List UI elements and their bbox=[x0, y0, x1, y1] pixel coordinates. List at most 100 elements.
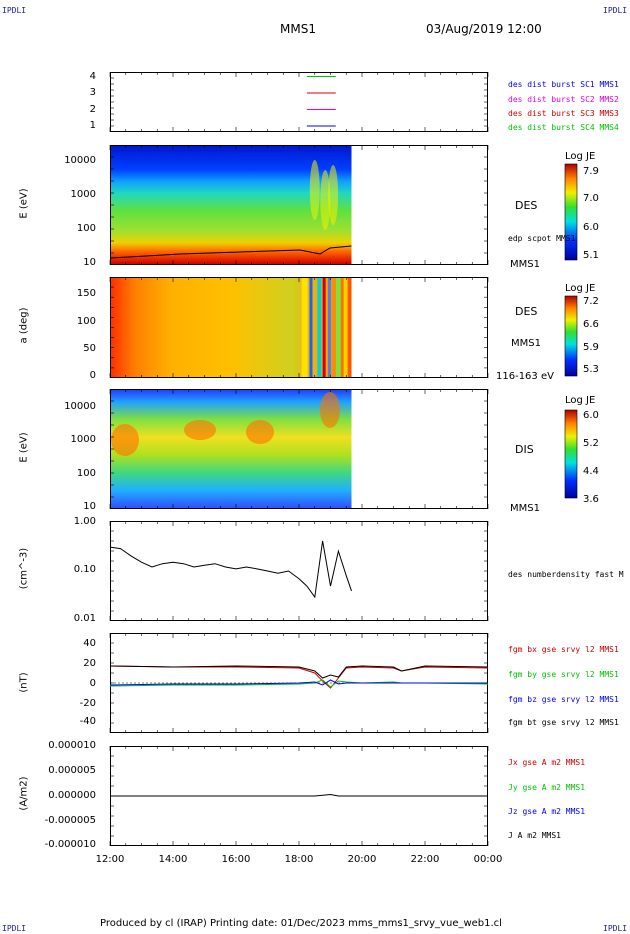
des-energy-ytick: 1000 bbox=[70, 189, 96, 200]
corner-logo-tl: IPDLI bbox=[2, 6, 27, 15]
magnetic-ytick: 40 bbox=[83, 638, 96, 649]
cb1-tick: 7.9 bbox=[583, 166, 599, 177]
xaxis-tick: 20:00 bbox=[347, 854, 377, 865]
footer-text: Produced by cl (IRAP) Printing date: 01/… bbox=[100, 918, 502, 929]
cb3-tick: 3.6 bbox=[583, 494, 599, 505]
magnetic-series-line bbox=[109, 665, 489, 679]
burst-legend-1: des dist burst SC1 MMS1 bbox=[508, 80, 619, 89]
pitch-stripe bbox=[343, 278, 348, 377]
dis-energy-right-label: DIS bbox=[515, 443, 534, 456]
xaxis-tick: 14:00 bbox=[158, 854, 188, 865]
cb2-title: Log JE bbox=[565, 283, 596, 294]
cb2-tick: 7.2 bbox=[583, 296, 599, 307]
density-legend: des numberdensity fast M bbox=[508, 570, 624, 579]
burst-ytick: 4 bbox=[89, 71, 96, 82]
burst-legend-2: des dist burst SC2 MMS2 bbox=[508, 95, 619, 104]
des-energy-ytick: 100 bbox=[76, 223, 96, 234]
cb1-tick: 5.1 bbox=[583, 250, 599, 261]
magnetic-legend-bt: fgm bt gse srvy l2 MMS1 bbox=[508, 718, 619, 727]
magnetic-ylabel: (nT) bbox=[18, 672, 30, 693]
burst-ytick: 2 bbox=[89, 104, 96, 115]
des-pitch-bottom-label: 116-163 eV bbox=[496, 371, 554, 382]
cb1-tick: 6.0 bbox=[583, 222, 599, 233]
dis-hotspot bbox=[111, 424, 139, 456]
xaxis-tick: 00:00 bbox=[473, 854, 503, 865]
current-ytick: 0.000000 bbox=[48, 790, 96, 801]
xaxis-tick: 18:00 bbox=[284, 854, 314, 865]
page-title: MMS1 bbox=[280, 22, 316, 36]
cb3-tick: 6.0 bbox=[583, 410, 599, 421]
des-scpot-line bbox=[110, 245, 352, 259]
magnetic-legend-bz: fgm bz gse srvy l2 MMS1 bbox=[508, 695, 619, 704]
dis-energy-ytick: 10000 bbox=[64, 401, 96, 412]
density-ylabel: (cm^-3) bbox=[18, 547, 30, 590]
des-energy-scpot-label: edp scpot MMS1 bbox=[508, 234, 576, 243]
des-energy-burst bbox=[309, 160, 320, 220]
magnetic-series-line bbox=[109, 679, 488, 686]
des-pitch-ytick: 150 bbox=[76, 288, 96, 299]
page-datetime: 03/Aug/2019 12:00 bbox=[426, 22, 542, 36]
cb3-tick: 4.4 bbox=[583, 466, 599, 477]
pitch-stripe bbox=[335, 278, 341, 377]
magnetic-ytick: 0 bbox=[89, 678, 96, 689]
density-ytick: 0.10 bbox=[73, 564, 96, 575]
xaxis-tick: 22:00 bbox=[410, 854, 440, 865]
colorbar-3 bbox=[564, 409, 578, 499]
dis-energy-bottom-label: MMS1 bbox=[510, 503, 540, 514]
magnetic-legend-by: fgm by gse srvy l2 MMS1 bbox=[508, 670, 619, 679]
dis-hotspot bbox=[320, 392, 340, 428]
cb1-tick: 7.0 bbox=[583, 193, 599, 204]
dis-energy-ytick: 1000 bbox=[70, 434, 96, 445]
current-series-line bbox=[110, 793, 488, 797]
des-pitch-heatmap bbox=[111, 278, 352, 377]
density-ytick: 1.00 bbox=[73, 516, 96, 527]
corner-logo-br: IPDLI bbox=[603, 924, 628, 933]
des-energy-ytick: 10000 bbox=[64, 155, 96, 166]
des-pitch-secondary-label: MMS1 bbox=[511, 338, 541, 349]
des-pitch-ylabel: a (deg) bbox=[18, 307, 30, 344]
colorbar-1 bbox=[564, 163, 578, 261]
current-legend-jz: Jz gse A m2 MMS1 bbox=[508, 807, 586, 816]
cb2-tick: 5.9 bbox=[583, 342, 599, 353]
magnetic-legend-bx: fgm bx gse srvy l2 MMS1 bbox=[508, 645, 619, 654]
des-energy-bottom-label: MMS1 bbox=[510, 259, 540, 270]
cb3-title: Log JE bbox=[565, 395, 596, 406]
pitch-stripe bbox=[322, 278, 326, 377]
pitch-stripe bbox=[309, 278, 313, 377]
current-ytick: -0.000010 bbox=[44, 839, 96, 850]
cb2-tick: 5.3 bbox=[583, 364, 599, 375]
dis-energy-heatmap bbox=[111, 390, 352, 508]
density-line bbox=[109, 540, 352, 599]
density-ytick: 0.01 bbox=[73, 613, 96, 624]
pitch-stripe bbox=[327, 278, 331, 377]
des-pitch-right-label: DES bbox=[515, 305, 538, 318]
magnetic-ytick: 20 bbox=[83, 658, 96, 669]
des-pitch-ytick: 50 bbox=[83, 343, 96, 354]
xaxis-tick: 12:00 bbox=[95, 854, 125, 865]
burst-ytick: 1 bbox=[89, 120, 96, 131]
cb2-tick: 6.6 bbox=[583, 319, 599, 330]
current-ytick: 0.000005 bbox=[48, 765, 96, 776]
current-legend-jx: Jx gse A m2 MMS1 bbox=[508, 758, 586, 767]
current-ytick: -0.000005 bbox=[44, 815, 96, 826]
corner-logo-bl: IPDLI bbox=[2, 924, 27, 933]
des-energy-burst bbox=[328, 165, 339, 225]
des-energy-burst bbox=[320, 170, 331, 230]
dis-energy-ytick: 10 bbox=[83, 501, 96, 512]
dis-hotspot bbox=[184, 420, 216, 440]
xaxis-tick: 16:00 bbox=[221, 854, 251, 865]
des-energy-ytick: 10 bbox=[83, 257, 96, 268]
cb1-title: Log JE bbox=[565, 151, 596, 162]
des-energy-right-label: DES bbox=[515, 199, 538, 212]
burst-ytick: 3 bbox=[89, 87, 96, 98]
magnetic-ytick: -40 bbox=[79, 716, 96, 727]
pitch-stripe bbox=[301, 278, 308, 377]
current-legend-j: J A m2 MMS1 bbox=[508, 831, 561, 840]
current-legend-jy: Jy gse A m2 MMS1 bbox=[508, 783, 586, 792]
dis-energy-ylabel: E (eV) bbox=[18, 432, 30, 463]
current-ytick: 0.000010 bbox=[48, 740, 96, 751]
pitch-stripe bbox=[317, 278, 322, 377]
dis-hotspot bbox=[246, 420, 274, 444]
corner-logo-tr: IPDLI bbox=[603, 6, 628, 15]
burst-legend-4: des dist burst SC4 MMS4 bbox=[508, 123, 619, 132]
